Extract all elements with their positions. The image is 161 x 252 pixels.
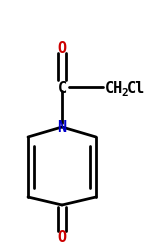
Text: C: C [57,80,66,95]
Text: 2: 2 [121,88,128,98]
Text: N: N [57,120,66,135]
Text: Cl: Cl [127,80,145,95]
Text: CH: CH [105,80,123,95]
Text: O: O [57,40,66,55]
Text: O: O [57,230,66,244]
